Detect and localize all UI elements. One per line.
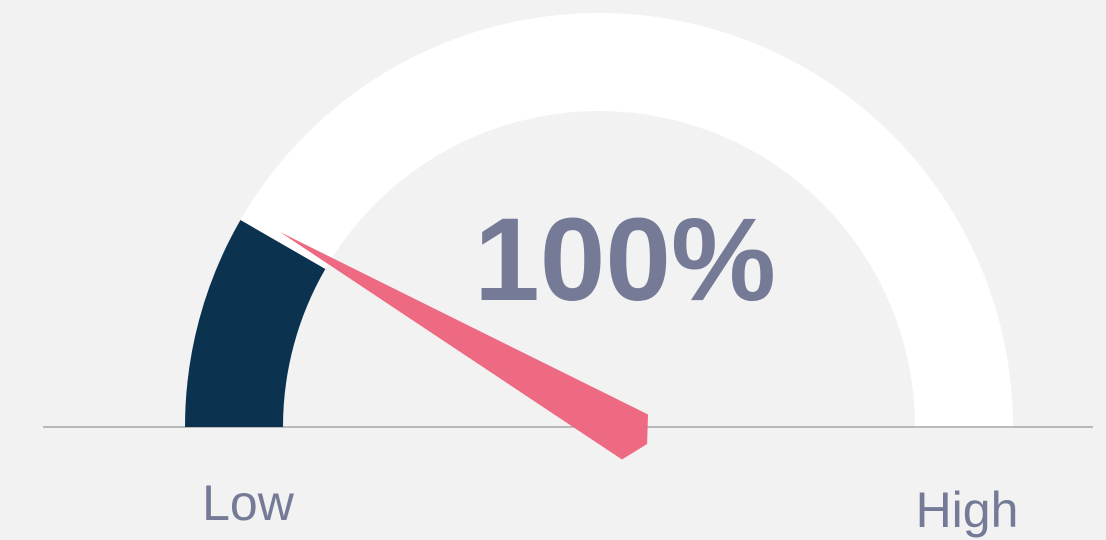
gauge-fill bbox=[185, 220, 326, 427]
gauge-track bbox=[185, 13, 1013, 427]
range-label-low: Low bbox=[202, 475, 295, 531]
value-label: 100% bbox=[474, 194, 776, 326]
needle bbox=[279, 232, 648, 460]
range-label-high: High bbox=[916, 482, 1019, 538]
